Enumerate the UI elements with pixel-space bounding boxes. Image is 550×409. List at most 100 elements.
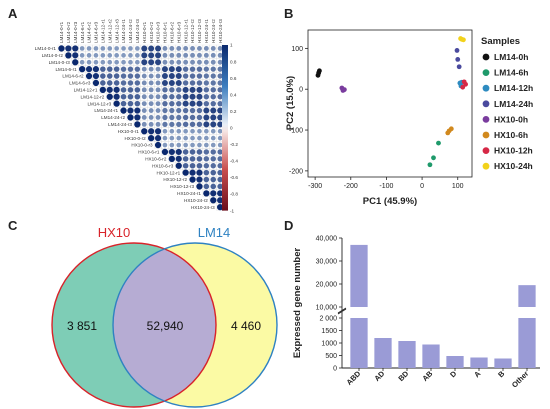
bar xyxy=(446,356,464,368)
matrix-circle xyxy=(217,87,223,93)
venn-hx10-title: HX10 xyxy=(98,225,131,240)
matrix-circle xyxy=(58,45,65,52)
matrix-circle xyxy=(113,93,120,100)
matrix-circle xyxy=(204,128,209,134)
matrix-circle xyxy=(183,135,188,141)
pca-legend-label: LM14-6h xyxy=(494,68,528,78)
matrix-row-label: LM14-0-r2 xyxy=(42,53,64,58)
matrix-circle xyxy=(189,169,196,176)
matrix-circle xyxy=(169,59,175,65)
matrix-circle xyxy=(182,100,189,107)
matrix-circle xyxy=(182,114,189,121)
matrix-circle xyxy=(120,93,127,100)
matrix-circle xyxy=(169,114,175,121)
bar xyxy=(518,318,536,368)
colorbar-tick-label: -0.4 xyxy=(230,159,238,164)
matrix-circle xyxy=(210,100,216,107)
bar-category-label: B xyxy=(496,369,507,380)
matrix-circle xyxy=(114,53,119,58)
matrix-circle xyxy=(203,80,209,86)
matrix-row-label: HX10-0-r2 xyxy=(124,136,146,141)
matrix-circle xyxy=(217,176,223,183)
matrix-circle xyxy=(65,52,72,59)
matrix-circle xyxy=(189,80,196,86)
matrix-circle xyxy=(135,46,140,51)
pca-legend-label: LM14-12h xyxy=(494,83,533,93)
matrix-circle xyxy=(203,149,210,155)
matrix-circle xyxy=(196,162,203,169)
bar-y-tick-label: 2 000 xyxy=(319,316,337,323)
matrix-circle xyxy=(148,101,154,107)
matrix-circle xyxy=(210,80,216,86)
matrix-circle xyxy=(217,183,223,190)
colorbar-tick-label: -0.8 xyxy=(230,192,238,197)
matrix-circle xyxy=(203,87,210,93)
matrix-circle xyxy=(175,66,182,73)
matrix-circle xyxy=(203,176,210,183)
matrix-circle xyxy=(141,73,147,79)
matrix-circle xyxy=(169,100,175,107)
matrix-circle xyxy=(210,128,216,134)
matrix-circle xyxy=(210,121,217,128)
matrix-column-label: HX10-6-r3 xyxy=(176,21,181,43)
matrix-circle xyxy=(141,59,148,66)
bar-y-tick-label: 30,000 xyxy=(316,259,338,266)
matrix-circle xyxy=(134,73,141,79)
matrix-circle xyxy=(197,59,202,65)
matrix-circle xyxy=(93,46,99,51)
matrix-circle xyxy=(155,66,161,72)
matrix-row-label: LM14-6-r3 xyxy=(69,81,91,86)
matrix-circle xyxy=(182,66,189,72)
matrix-circle xyxy=(121,53,126,58)
matrix-row-label: HX10-24-r1 xyxy=(177,191,201,196)
matrix-circle xyxy=(203,163,210,169)
pca-legend-marker xyxy=(482,131,490,139)
matrix-circle xyxy=(210,149,216,155)
colorbar-tick-label: 0 xyxy=(230,126,233,131)
matrix-column-label: HX10-0-r1 xyxy=(142,21,147,43)
matrix-circle xyxy=(203,94,210,100)
bar-y-tick-label: 40,000 xyxy=(316,236,338,243)
matrix-circle xyxy=(176,94,182,100)
venn-lm14-title: LM14 xyxy=(198,225,231,240)
pca-point xyxy=(454,48,460,53)
matrix-circle xyxy=(107,59,113,65)
matrix-circle xyxy=(148,73,154,79)
matrix-column-label: HX10-24-r2 xyxy=(211,19,216,43)
colorbar-tick-label: 1 xyxy=(230,43,233,48)
pca-point xyxy=(431,155,436,161)
matrix-circle xyxy=(176,121,182,127)
matrix-circle xyxy=(169,121,175,127)
matrix-circle xyxy=(155,94,161,100)
matrix-circle xyxy=(100,66,106,72)
matrix-circle xyxy=(148,94,154,100)
matrix-circle xyxy=(155,59,162,66)
matrix-column-label: LM14-0-r3 xyxy=(73,21,78,43)
matrix-circle xyxy=(190,59,195,65)
matrix-circle xyxy=(148,52,155,59)
matrix-circle xyxy=(162,59,168,65)
matrix-row-label: LM14-12-r3 xyxy=(87,101,111,106)
bar-y-tick-label: 1000 xyxy=(321,341,337,348)
matrix-circle xyxy=(210,197,217,204)
matrix-circle xyxy=(141,108,147,113)
matrix-row-label: HX10-6-r3 xyxy=(152,163,174,168)
matrix-circle xyxy=(217,169,223,176)
matrix-circle xyxy=(217,190,224,197)
matrix-circle xyxy=(197,135,202,141)
matrix-circle xyxy=(148,87,154,93)
matrix-circle xyxy=(203,73,209,79)
matrix-circle xyxy=(134,80,141,86)
venn-only-lm14-count: 4 460 xyxy=(231,319,261,333)
matrix-circle xyxy=(113,66,120,72)
colorbar-tick-label: 0.4 xyxy=(230,92,237,97)
pca-y-tick-label: -200 xyxy=(289,168,303,175)
matrix-circle xyxy=(93,59,99,65)
matrix-column-label: HX10-12-r1 xyxy=(183,19,188,43)
matrix-circle xyxy=(155,108,161,113)
matrix-circle xyxy=(127,100,134,107)
pca-legend-label: LM14-24h xyxy=(494,99,533,109)
bar-category-label: BD xyxy=(396,369,410,383)
pca-legend-marker xyxy=(482,53,490,61)
